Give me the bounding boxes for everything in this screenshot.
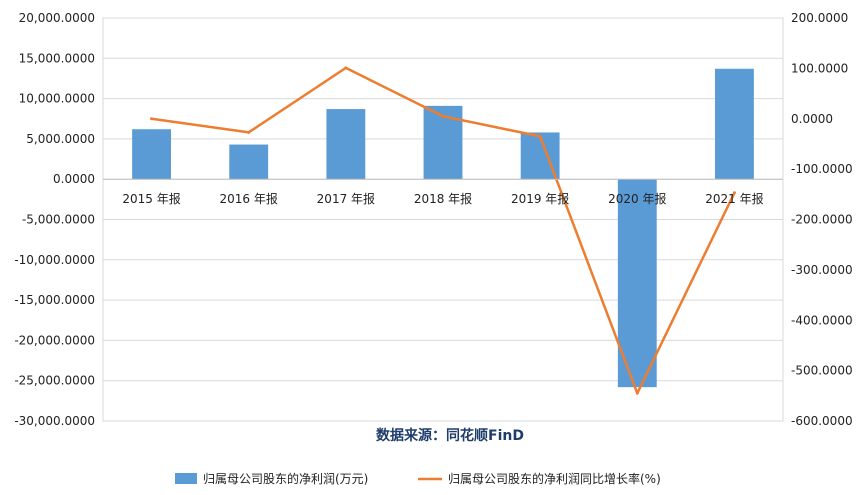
left-tick-label: 0.0000 [53, 172, 95, 186]
left-tick-label: -20,000.0000 [14, 333, 95, 347]
right-tick-label: 100.0000 [791, 61, 848, 75]
line-point [441, 114, 445, 118]
category-label: 2015 年报 [122, 191, 180, 206]
right-axis-ticks: 200.0000 100.0000 0.0000 -100.0000 -200.0000… [791, 11, 853, 428]
bar [229, 144, 269, 180]
line-point [344, 66, 348, 70]
left-tick-label: 10,000.0000 [19, 92, 95, 106]
line-point [538, 134, 542, 138]
left-tick-label: -30,000.0000 [14, 414, 95, 428]
grid-lines [103, 17, 783, 422]
axes [102, 17, 784, 422]
line-series [150, 66, 736, 395]
right-tick-label: -600.0000 [791, 414, 853, 428]
line-point [635, 391, 639, 395]
bar-series [132, 68, 754, 388]
right-tick-label: 200.0000 [791, 11, 848, 25]
line-point [732, 191, 736, 195]
legend-bar-swatch [175, 473, 197, 484]
left-tick-label: 20,000.0000 [19, 11, 95, 25]
right-tick-label: -300.0000 [791, 263, 853, 277]
legend-line-label: 归属母公司股东的净利润同比增长率(%) [448, 471, 661, 486]
right-tick-label: 0.0000 [791, 112, 833, 126]
bar [715, 68, 754, 180]
left-tick-label: -15,000.0000 [14, 293, 95, 307]
right-tick-label: -500.0000 [791, 364, 853, 378]
left-axis-ticks: 20,000.0000 15,000.0000 10,000.0000 5,000.0… [14, 11, 95, 428]
right-tick-label: -200.0000 [791, 213, 853, 227]
category-label: 2017 年报 [317, 191, 375, 206]
line-point [247, 130, 251, 134]
category-label: 2016 年报 [220, 191, 278, 206]
legend-bar-label: 归属母公司股东的净利润(万元) [203, 471, 368, 486]
category-label: 2020 年报 [608, 191, 666, 206]
bar [617, 179, 657, 388]
left-tick-label: 15,000.0000 [19, 51, 95, 65]
left-tick-label: -25,000.0000 [14, 374, 95, 388]
category-label: 2019 年报 [511, 191, 569, 206]
category-label: 2021 年报 [705, 191, 763, 206]
left-tick-label: 5,000.0000 [26, 132, 95, 146]
plot-frame [102, 17, 784, 422]
bar [132, 129, 171, 180]
category-labels: 2015 年报 2016 年报 2017 年报 2018 年报 2019 年报 2020 … [122, 191, 763, 206]
left-tick-label: -5,000.0000 [22, 213, 95, 227]
legend: 归属母公司股东的净利润(万元) 归属母公司股东的净利润同比增长率(%) [175, 471, 661, 486]
category-label: 2018 年报 [414, 191, 472, 206]
bar [326, 109, 366, 180]
right-tick-label: -400.0000 [791, 313, 853, 327]
left-tick-label: -10,000.0000 [14, 253, 95, 267]
right-tick-label: -100.0000 [791, 162, 853, 176]
data-source-label: 数据来源：同花顺FinD [376, 427, 524, 444]
line-point [150, 117, 154, 121]
